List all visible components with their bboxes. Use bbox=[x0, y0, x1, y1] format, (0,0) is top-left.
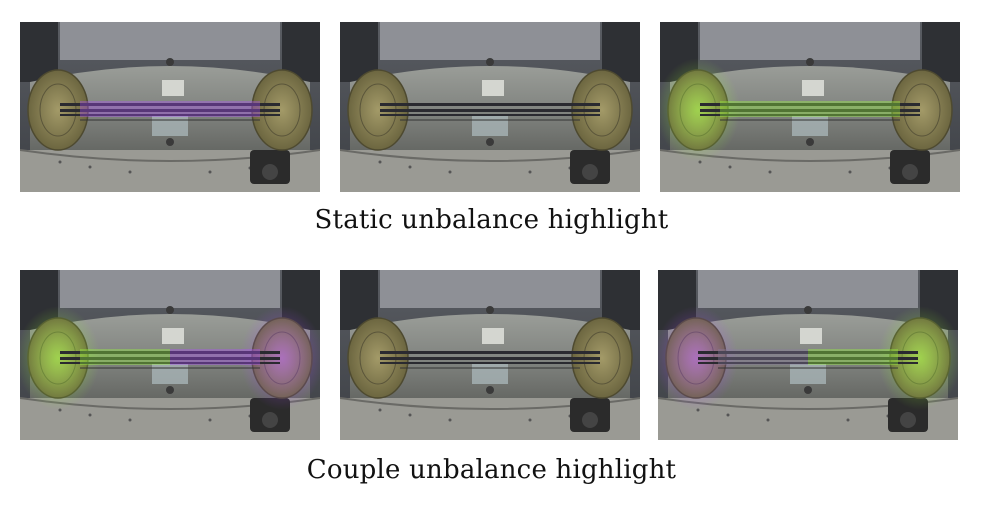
couple-frame-1 bbox=[20, 270, 320, 440]
rotor-test-rig-photo bbox=[20, 22, 320, 192]
static-unbalance-caption: Static unbalance highlight bbox=[314, 205, 669, 235]
static-frame-1 bbox=[20, 22, 320, 192]
rotor-test-rig-photo bbox=[660, 22, 960, 192]
rotor-test-rig-photo bbox=[20, 270, 320, 440]
couple-frame-3 bbox=[658, 270, 958, 440]
couple-frame-2 bbox=[340, 270, 640, 440]
couple-unbalance-caption: Couple unbalance highlight bbox=[306, 455, 677, 485]
rotor-test-rig-photo bbox=[658, 270, 958, 440]
static-frame-2 bbox=[340, 22, 640, 192]
rotor-test-rig-photo bbox=[340, 270, 640, 440]
static-frame-3 bbox=[660, 22, 960, 192]
rotor-test-rig-photo bbox=[340, 22, 640, 192]
